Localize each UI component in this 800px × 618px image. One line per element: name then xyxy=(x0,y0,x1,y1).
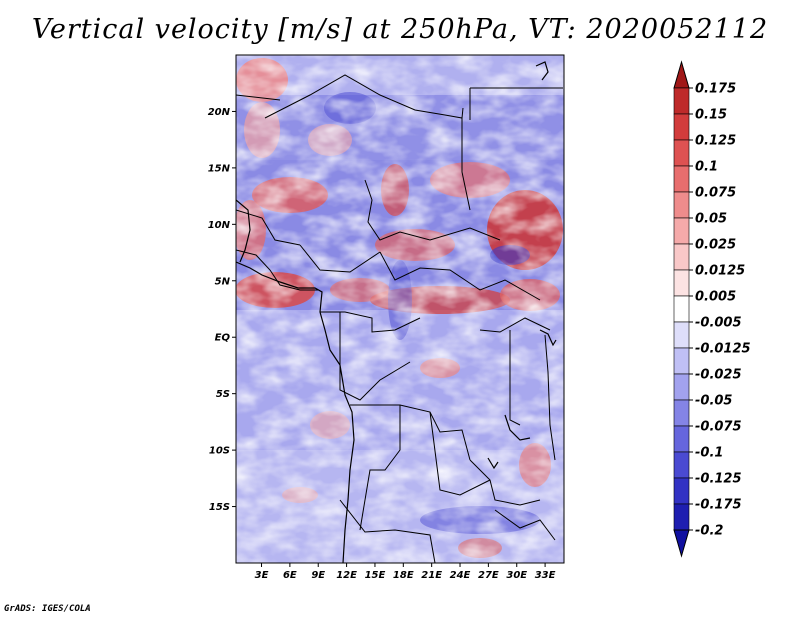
colorbar-level-label: -0.075 xyxy=(695,420,742,435)
colorbar-swatch xyxy=(673,503,690,531)
colorbar-swatch xyxy=(673,165,690,193)
colorbar-level-label: 0.075 xyxy=(695,186,736,201)
lon-tick-label: 21E xyxy=(421,570,442,581)
longitude-axis: 3E 6E 9E 12E 15E 18E 21E 24E 27E 30E 33E xyxy=(255,563,556,581)
lat-tick-label: 10S xyxy=(209,446,230,457)
colorbar-level-label: -0.005 xyxy=(695,316,742,331)
grads-credit: GrADS: IGES/COLA xyxy=(4,604,91,614)
colorbar-swatch xyxy=(673,451,690,479)
colorbar-swatch xyxy=(673,373,690,401)
colorbar-swatch xyxy=(673,269,690,297)
colorbar-level-label: 0.025 xyxy=(695,238,736,253)
colorbar-level-label: -0.0125 xyxy=(695,342,751,357)
colorbar-level-label: 0.05 xyxy=(695,212,727,227)
colorbar-level-label: 0.0125 xyxy=(695,264,745,279)
lon-tick-label: 27E xyxy=(478,570,499,581)
colorbar-swatch xyxy=(673,347,690,375)
colorbar-swatch xyxy=(673,477,690,505)
lat-tick-label: 5N xyxy=(215,276,231,287)
colorbar-level-label: 0.125 xyxy=(695,134,736,149)
colorbar-swatch xyxy=(673,425,690,453)
lon-tick-label: 30E xyxy=(506,570,527,581)
lon-tick-label: 15E xyxy=(365,570,386,581)
colorbar-legend: 0.175 0.15 0.125 0.1 0.075 0.05 0.025 0.0125 0.0… xyxy=(673,60,751,558)
colorbar-level-label: 0.175 xyxy=(695,82,736,97)
lon-tick-label: 12E xyxy=(336,570,357,581)
map-title: Vertical velocity [m/s] at 250hPa, VT: 2… xyxy=(31,14,769,45)
colorbar-level-label: -0.05 xyxy=(695,394,732,409)
country-boundaries xyxy=(236,74,563,563)
lon-tick-label: 33E xyxy=(535,570,556,581)
colorbar-swatch xyxy=(673,191,690,219)
map-frame xyxy=(235,54,565,564)
colorbar-swatch xyxy=(673,139,690,167)
colorbar-swatch xyxy=(673,321,690,349)
lon-tick-label: 18E xyxy=(393,570,414,581)
colorbar-bottom-arrow xyxy=(673,529,690,558)
lon-tick-label: 6E xyxy=(283,570,297,581)
colorbar-top-arrow xyxy=(673,60,690,89)
colorbar-level-label: -0.2 xyxy=(695,524,723,539)
lat-tick-label: 20N xyxy=(208,107,231,118)
colorbar-swatch xyxy=(673,113,690,141)
vertical-velocity-field xyxy=(236,55,564,563)
colorbar-level-label: -0.025 xyxy=(695,368,742,383)
colorbar-swatch xyxy=(673,243,690,271)
lat-tick-label: 15N xyxy=(208,163,231,174)
lon-tick-label: 3E xyxy=(255,570,269,581)
lon-tick-label: 9E xyxy=(311,570,325,581)
colorbar-swatch xyxy=(673,217,690,245)
colorbar-level-label: 0.15 xyxy=(695,108,727,123)
colorbar-level-label: 0.005 xyxy=(695,290,736,305)
lat-tick-label: EQ xyxy=(215,333,231,344)
colorbar-swatch xyxy=(673,87,690,115)
colorbar-level-label: -0.1 xyxy=(695,446,723,461)
lat-tick-label: 5S xyxy=(216,389,230,400)
colorbar-swatch xyxy=(673,295,690,323)
colorbar-level-label: 0.1 xyxy=(695,160,718,175)
colorbar-swatch xyxy=(673,399,690,427)
lat-tick-label: 15S xyxy=(209,502,230,513)
colorbar-level-label: -0.175 xyxy=(695,498,742,513)
colorbar-level-label: -0.125 xyxy=(695,472,742,487)
coastlines xyxy=(236,61,557,563)
latitude-axis: 20N 15N 10N 5N EQ 5S 10S 15S xyxy=(208,107,236,513)
lon-tick-label: 24E xyxy=(450,570,471,581)
lat-tick-label: 10N xyxy=(208,220,231,231)
